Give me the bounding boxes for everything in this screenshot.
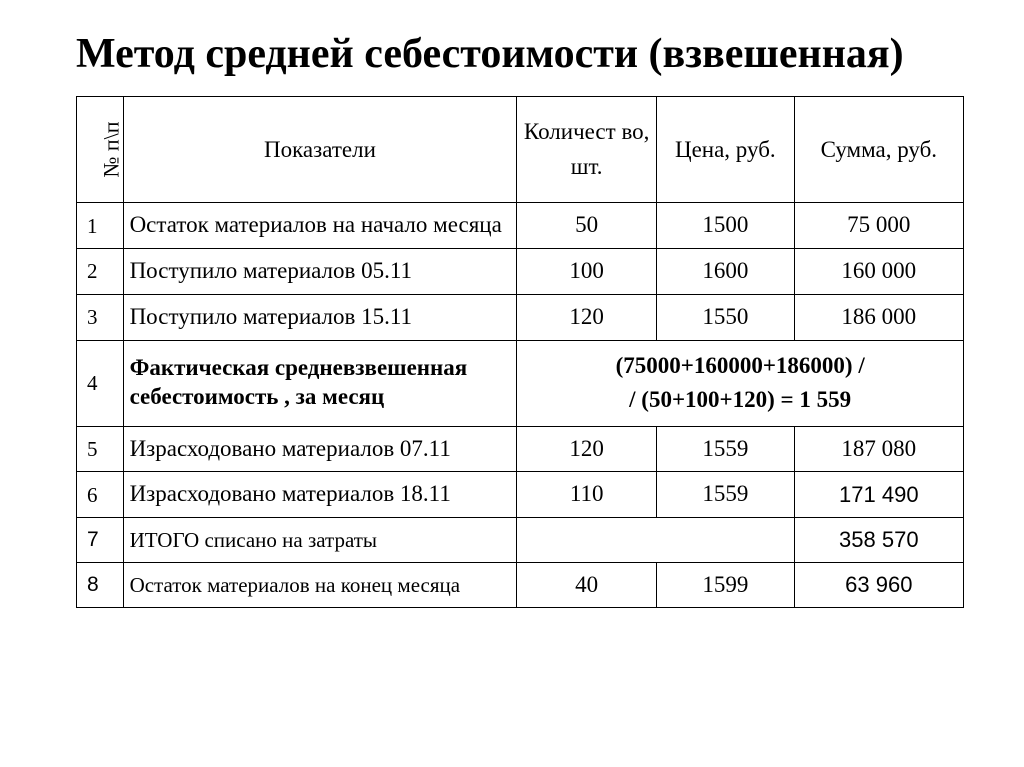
cell-price: 1599 [657,562,795,608]
header-indicator: Показатели [123,97,517,203]
slide-container: Метод средней себестоимости (взвешенная)… [0,0,1024,628]
cell-qty: 50 [517,203,657,249]
cell-indicator: ИТОГО списано на затраты [123,518,517,563]
cell-price: 1559 [657,426,795,472]
cell-num: 6 [77,472,124,518]
cell-sum: 358 570 [794,518,963,563]
cell-num: 8 [77,562,124,608]
cell-num: 7 [77,518,124,563]
cell-qty: 100 [517,249,657,295]
cell-indicator: Остаток материалов на начало месяца [123,203,517,249]
cell-num: 3 [77,294,124,340]
cell-num: 5 [77,426,124,472]
header-sum: Сумма, руб. [794,97,963,203]
cell-price: 1550 [657,294,795,340]
table-row: 8 Остаток материалов на конец месяца 40 … [77,562,964,608]
cell-sum: 63 960 [794,562,963,608]
cell-sum: 160 000 [794,249,963,295]
table-row: 2 Поступило материалов 05.11 100 1600 16… [77,249,964,295]
table-row: 7 ИТОГО списано на затраты 358 570 [77,518,964,563]
cell-indicator: Фактическая средневзвешенная себестоимос… [123,340,517,426]
cell-empty [517,518,794,563]
header-qty: Количест во, шт. [517,97,657,203]
table-row: 6 Израсходовано материалов 18.11 110 155… [77,472,964,518]
cell-sum: 75 000 [794,203,963,249]
cell-qty: 110 [517,472,657,518]
cell-price: 1500 [657,203,795,249]
cell-price: 1600 [657,249,795,295]
header-num: № п\п [77,97,124,203]
cell-indicator: Поступило материалов 05.11 [123,249,517,295]
cell-qty: 120 [517,426,657,472]
cell-sum: 187 080 [794,426,963,472]
cell-num: 4 [77,340,124,426]
cell-indicator: Израсходовано материалов 07.11 [123,426,517,472]
cell-indicator: Израсходовано материалов 18.11 [123,472,517,518]
slide-title: Метод средней себестоимости (взвешенная) [76,30,964,78]
cell-sum: 171 490 [794,472,963,518]
cell-price: 1559 [657,472,795,518]
cell-num: 1 [77,203,124,249]
table-row: 4 Фактическая средневзвешенная себестоим… [77,340,964,426]
cell-indicator: Поступило материалов 15.11 [123,294,517,340]
cell-qty: 120 [517,294,657,340]
table-row: 3 Поступило материалов 15.11 120 1550 18… [77,294,964,340]
cell-sum: 186 000 [794,294,963,340]
header-price: Цена, руб. [657,97,795,203]
cost-table: № п\п Показатели Количест во, шт. Цена, … [76,96,964,608]
cell-indicator: Остаток материалов на конец месяца [123,562,517,608]
cell-formula: (75000+160000+186000) / / (50+100+120) =… [517,340,964,426]
table-row: 5 Израсходовано материалов 07.11 120 155… [77,426,964,472]
cell-num: 2 [77,249,124,295]
table-row: 1 Остаток материалов на начало месяца 50… [77,203,964,249]
table-header-row: № п\п Показатели Количест во, шт. Цена, … [77,97,964,203]
cell-qty: 40 [517,562,657,608]
